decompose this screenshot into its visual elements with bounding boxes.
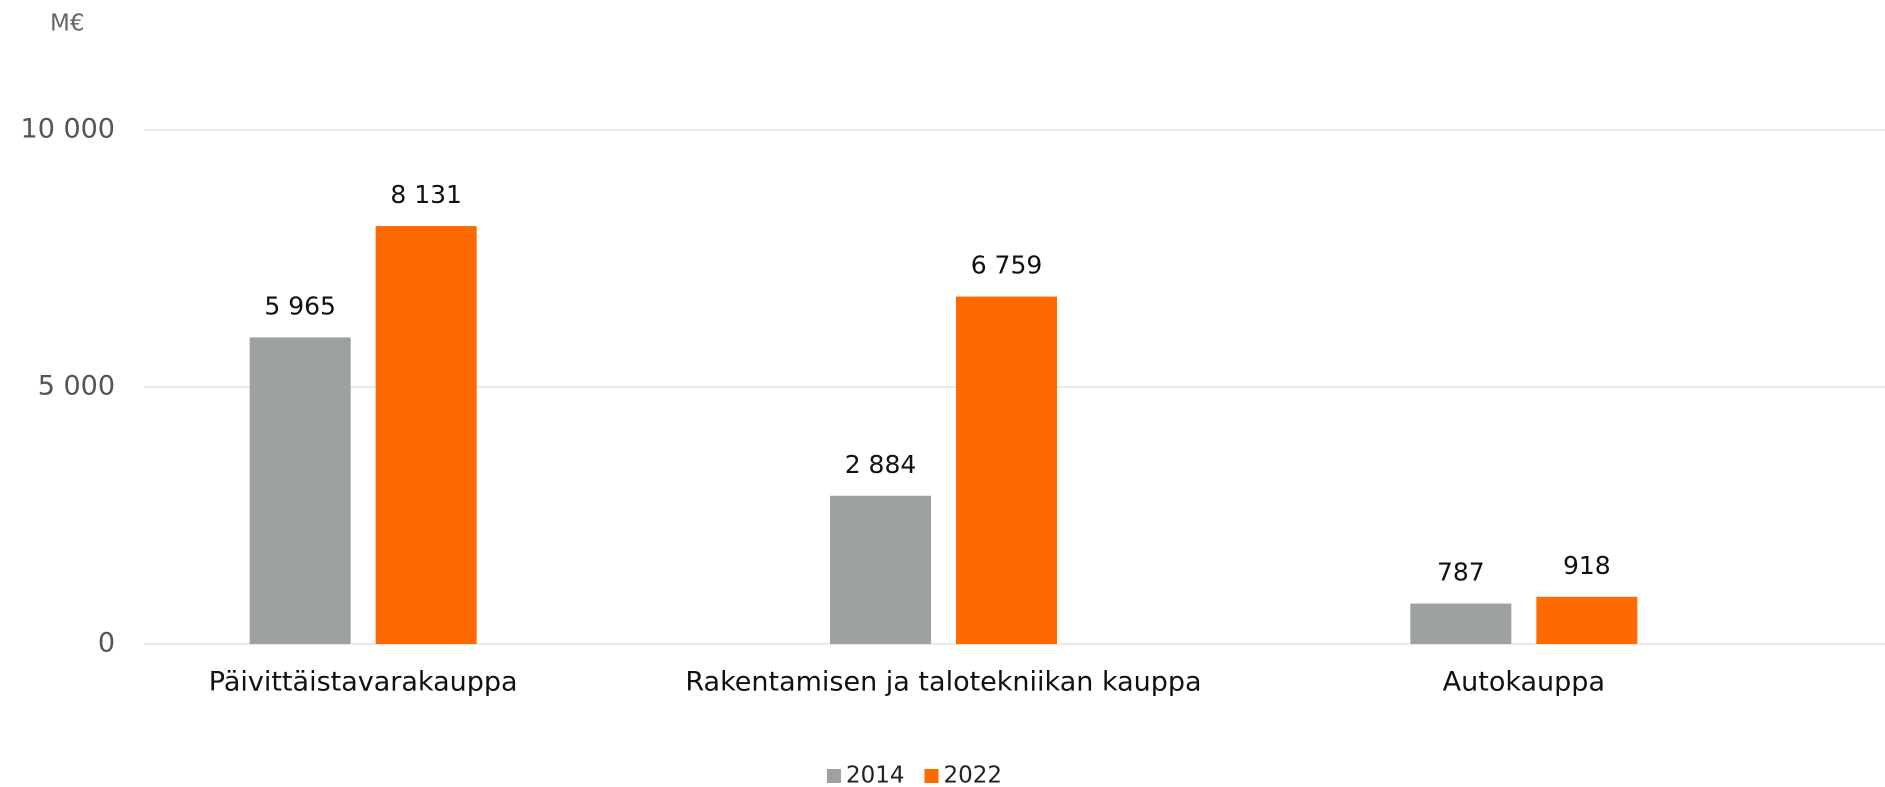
data-label: 918	[1563, 551, 1611, 580]
bar	[1536, 596, 1638, 644]
data-label: 5 965	[264, 291, 336, 320]
bar	[249, 337, 351, 644]
data-label: 6 759	[971, 251, 1043, 280]
bar	[956, 296, 1057, 644]
y-axis-label: M€	[50, 11, 84, 37]
x-tick-label: Päivittäistavarakauppa	[209, 667, 518, 698]
legend-swatch	[826, 769, 841, 783]
legend-label: 2014	[846, 763, 905, 787]
y-tick-label: 0	[98, 628, 115, 659]
data-label: 2 884	[845, 450, 917, 479]
data-label: 787	[1437, 558, 1485, 587]
bar	[375, 226, 477, 645]
y-tick-label: 5 000	[38, 371, 115, 402]
legend-swatch	[924, 769, 939, 783]
bar	[830, 495, 931, 644]
legend-label: 2022	[944, 763, 1003, 787]
bar	[1410, 603, 1512, 644]
x-tick-label: Rakentamisen ja talotekniikan kauppa	[685, 667, 1201, 698]
x-tick-label: Autokauppa	[1443, 667, 1605, 698]
y-tick-label: 10 000	[21, 114, 115, 145]
data-label: 8 131	[390, 180, 462, 209]
